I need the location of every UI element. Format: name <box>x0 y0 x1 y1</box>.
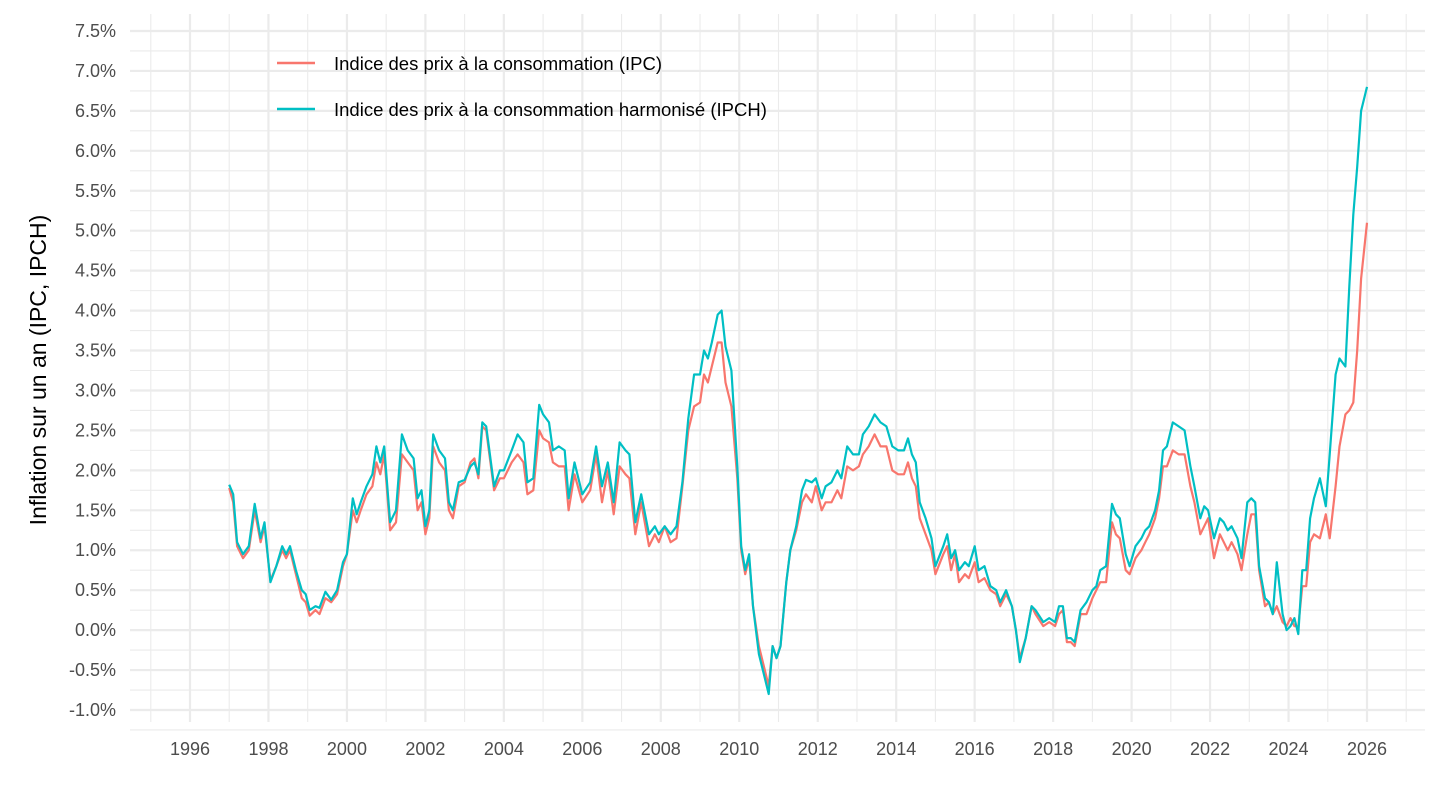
y-tick-label: 5.5% <box>75 181 116 201</box>
y-axis-title: Inflation sur un an (IPC, IPCH) <box>25 215 51 526</box>
x-tick-label: 2022 <box>1190 739 1230 759</box>
x-tick-label: 2024 <box>1269 739 1309 759</box>
y-tick-label: 1.5% <box>75 500 116 520</box>
x-tick-label: 2020 <box>1112 739 1152 759</box>
y-tick-label: 7.0% <box>75 61 116 81</box>
y-tick-label: 1.0% <box>75 540 116 560</box>
x-tick-label: 1996 <box>170 739 210 759</box>
x-tick-label: 2016 <box>955 739 995 759</box>
y-tick-label: 6.5% <box>75 101 116 121</box>
y-axis-ticks: -1.0% -0.5% 0.0% 0.5% 1.0% 1.5% 2.0% 2.5% 3.0% 3.… <box>69 21 116 720</box>
y-tick-label: 2.5% <box>75 420 116 440</box>
y-tick-label: 0.5% <box>75 580 116 600</box>
x-tick-label: 2018 <box>1033 739 1073 759</box>
y-tick-label: 6.0% <box>75 141 116 161</box>
x-tick-label: 2008 <box>641 739 681 759</box>
grid <box>130 14 1425 731</box>
x-tick-label: 2000 <box>327 739 367 759</box>
y-tick-label: -1.0% <box>69 700 116 720</box>
x-tick-label: 2026 <box>1347 739 1387 759</box>
y-tick-label: 3.5% <box>75 341 116 361</box>
y-tick-label: 0.0% <box>75 620 116 640</box>
x-tick-label: 2004 <box>484 739 524 759</box>
x-tick-label: 2010 <box>719 739 759 759</box>
y-tick-label: 7.5% <box>75 21 116 41</box>
legend: Indice des prix à la consommation (IPC) … <box>277 53 767 120</box>
x-tick-label: 1998 <box>248 739 288 759</box>
legend-label-ipch: Indice des prix à la consommation harmon… <box>334 99 767 120</box>
y-tick-label: 4.5% <box>75 261 116 281</box>
y-tick-label: 2.0% <box>75 460 116 480</box>
x-axis-ticks: 1996 1998 2000 2002 2004 2006 2008 2010 2012 2014… <box>170 739 1387 759</box>
x-tick-label: 2002 <box>405 739 445 759</box>
y-tick-label: 3.0% <box>75 380 116 400</box>
y-tick-label: 4.0% <box>75 301 116 321</box>
y-tick-label: 5.0% <box>75 221 116 241</box>
x-tick-label: 2014 <box>876 739 916 759</box>
series-group <box>228 86 1369 696</box>
y-tick-label: -0.5% <box>69 660 116 680</box>
x-tick-label: 2012 <box>798 739 838 759</box>
series-line-ipch <box>228 86 1369 696</box>
x-tick-label: 2006 <box>562 739 602 759</box>
legend-label-ipc: Indice des prix à la consommation (IPC) <box>334 53 662 74</box>
series-line-ipc <box>228 222 1369 688</box>
